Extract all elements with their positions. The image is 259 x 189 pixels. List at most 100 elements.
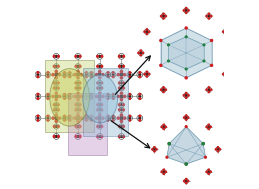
Circle shape [120,82,123,84]
Circle shape [203,44,205,46]
Circle shape [142,52,144,54]
Polygon shape [168,37,204,69]
Circle shape [77,109,79,111]
Circle shape [119,66,120,67]
Circle shape [107,76,109,78]
Circle shape [69,74,71,76]
Circle shape [53,66,55,67]
Circle shape [161,15,162,17]
Circle shape [53,136,55,137]
Circle shape [208,18,210,19]
Circle shape [123,55,125,57]
Ellipse shape [50,69,89,126]
Circle shape [120,55,123,57]
Circle shape [37,76,39,78]
Circle shape [148,31,150,32]
Circle shape [208,126,210,128]
Circle shape [64,93,66,95]
Circle shape [183,95,185,96]
Circle shape [168,44,169,46]
Circle shape [140,52,142,54]
Circle shape [57,104,59,105]
Circle shape [120,98,123,101]
Circle shape [75,82,77,84]
Circle shape [99,77,101,79]
Circle shape [57,126,59,127]
Circle shape [211,89,212,90]
Circle shape [55,70,57,73]
Circle shape [77,92,79,94]
Bar [120,116,123,120]
Circle shape [99,65,101,67]
Circle shape [55,120,57,122]
Circle shape [123,82,124,84]
Bar [55,116,58,120]
Circle shape [185,92,187,94]
Circle shape [77,70,79,73]
Circle shape [85,72,87,73]
Circle shape [57,82,59,84]
Circle shape [75,55,77,57]
Circle shape [165,171,167,172]
Circle shape [215,149,217,150]
Circle shape [146,29,148,30]
Circle shape [101,109,103,111]
Circle shape [185,117,187,119]
Bar [55,73,58,76]
Circle shape [206,15,207,17]
Circle shape [79,82,81,84]
Circle shape [57,55,59,57]
Circle shape [90,95,92,97]
Circle shape [52,74,54,76]
Circle shape [107,98,109,99]
Circle shape [185,77,187,79]
Circle shape [53,109,55,111]
Circle shape [77,114,79,116]
Circle shape [74,74,76,76]
Circle shape [69,119,70,121]
Circle shape [129,95,131,97]
Circle shape [79,55,81,57]
Circle shape [119,82,120,84]
Circle shape [185,12,187,13]
Circle shape [124,95,126,98]
Circle shape [153,148,155,150]
Circle shape [203,60,205,62]
Circle shape [91,72,92,73]
Circle shape [120,114,123,116]
Circle shape [208,171,210,173]
Circle shape [80,95,82,98]
Circle shape [77,120,79,122]
Circle shape [139,119,141,121]
Circle shape [69,93,70,95]
Circle shape [85,74,87,76]
Circle shape [222,74,224,75]
Circle shape [77,104,79,106]
Circle shape [146,76,148,77]
Circle shape [97,126,98,127]
Circle shape [120,87,123,89]
Bar [98,95,102,98]
Circle shape [64,115,66,117]
Circle shape [185,119,187,120]
Circle shape [47,119,49,121]
Circle shape [225,33,226,35]
Circle shape [112,98,114,99]
Circle shape [52,117,54,119]
Circle shape [77,65,79,67]
Circle shape [85,98,87,99]
Circle shape [224,31,227,33]
Circle shape [208,89,210,91]
Circle shape [99,125,101,127]
Circle shape [112,119,114,121]
Circle shape [139,76,141,78]
Circle shape [107,95,109,97]
Circle shape [168,143,170,145]
Circle shape [227,31,228,32]
Circle shape [210,126,211,128]
Circle shape [47,95,49,97]
Circle shape [129,117,131,119]
Circle shape [161,89,162,90]
Circle shape [163,87,164,88]
Circle shape [107,74,109,76]
